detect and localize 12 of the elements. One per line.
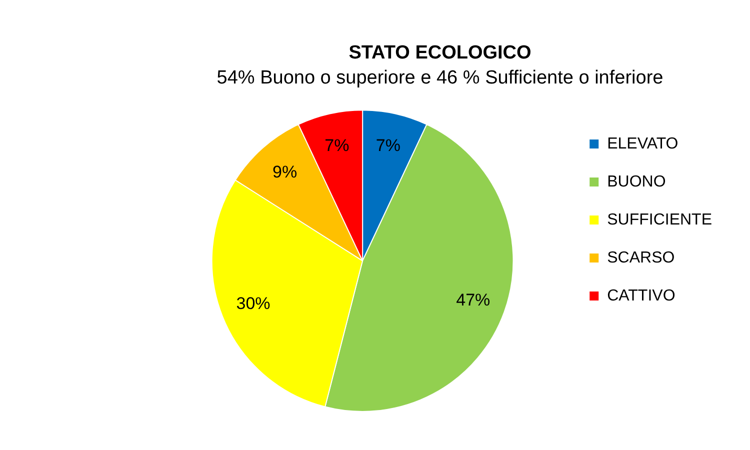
data-label: 9% <box>272 162 298 182</box>
data-label: 47% <box>456 290 490 310</box>
data-label: 7% <box>324 136 350 155</box>
chart-subtitle: 54% Buono o superiore e 46 % Sufficiente o inferiore <box>216 67 664 88</box>
legend-label: CATTIVO <box>607 287 676 304</box>
data-label: 7% <box>376 136 400 155</box>
data-label: 30% <box>236 294 270 313</box>
legend-label: SCARSO <box>607 249 675 266</box>
legend-label: ELEVATO <box>607 135 678 152</box>
legend-label: SUFFICIENTE <box>607 211 712 228</box>
legend-label: BUONO <box>607 173 666 190</box>
chart-title: STATO ECOLOGICO <box>348 42 532 64</box>
